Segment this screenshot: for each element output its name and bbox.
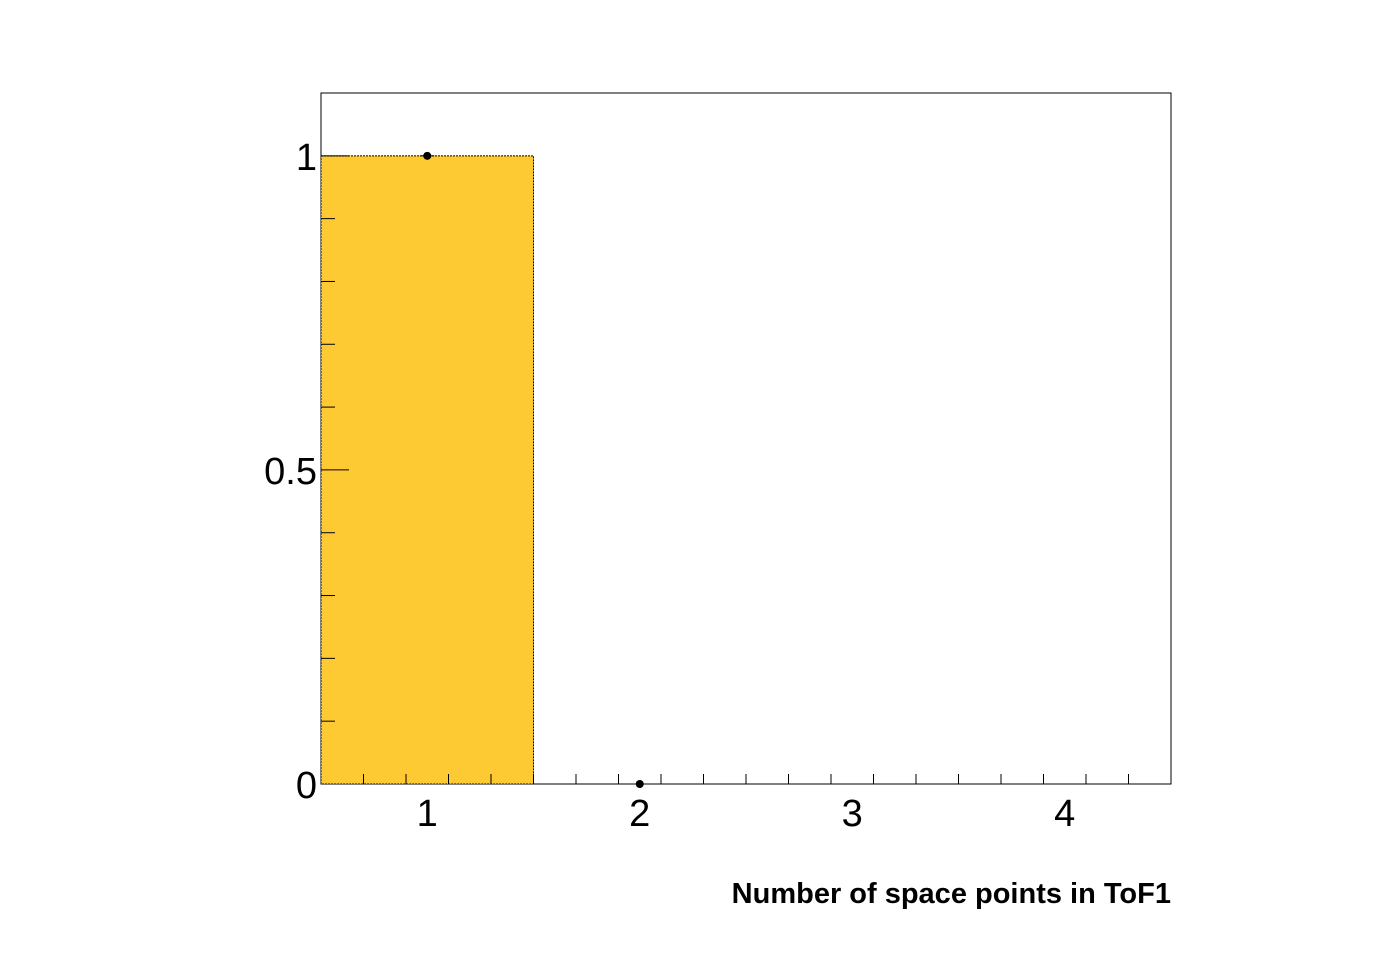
x-tick-label: 2: [629, 793, 650, 835]
x-axis-title: Number of space points in ToF1: [732, 878, 1171, 910]
labels-layer: 1 2 3 4 0 0.5 1: [264, 137, 1075, 835]
y-tick-label: 0.5: [264, 451, 317, 493]
y-tick-label: 1: [296, 137, 317, 179]
data-point-2: [635, 780, 644, 788]
x-tick-label: 4: [1054, 793, 1075, 835]
bars-layer: [320, 155, 534, 785]
x-tick-label: 3: [842, 793, 863, 835]
bar-bin-1: [320, 155, 534, 785]
points-layer: [420, 151, 644, 788]
x-tick-label: 1: [417, 793, 438, 835]
y-tick-label: 0: [296, 765, 317, 807]
ticks-layer: [321, 155, 1129, 784]
